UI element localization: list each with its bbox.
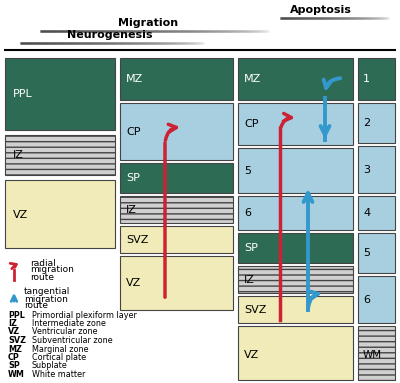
Text: Cortical plate: Cortical plate xyxy=(32,353,86,362)
Text: SP: SP xyxy=(126,173,140,183)
Text: migration: migration xyxy=(30,265,74,275)
Bar xyxy=(238,103,353,145)
Bar xyxy=(358,276,395,323)
Text: SP: SP xyxy=(8,362,20,370)
Text: Migration: Migration xyxy=(118,18,178,28)
Bar xyxy=(238,58,353,100)
Text: VZ: VZ xyxy=(244,350,259,360)
Text: 2: 2 xyxy=(363,118,370,128)
Bar xyxy=(120,256,233,310)
Text: Apoptosis: Apoptosis xyxy=(290,5,352,15)
Text: IZ: IZ xyxy=(13,150,24,160)
Text: CP: CP xyxy=(244,119,258,129)
Text: route: route xyxy=(30,272,54,282)
Text: SVZ: SVZ xyxy=(244,305,266,315)
Text: SP: SP xyxy=(244,243,258,253)
Bar xyxy=(120,196,233,223)
Text: PPL: PPL xyxy=(8,311,25,319)
Text: Primordial plexiform layer: Primordial plexiform layer xyxy=(32,311,137,319)
Text: IZ: IZ xyxy=(244,275,255,285)
Text: 6: 6 xyxy=(244,208,251,218)
Text: IZ: IZ xyxy=(8,319,17,328)
Bar xyxy=(358,233,395,273)
Text: 5: 5 xyxy=(244,166,251,176)
Text: 1: 1 xyxy=(363,74,370,84)
Text: SVZ: SVZ xyxy=(126,235,148,245)
Bar xyxy=(5,180,115,248)
Bar xyxy=(358,103,395,143)
Text: route: route xyxy=(24,301,48,311)
Text: PPL: PPL xyxy=(13,89,33,99)
Bar xyxy=(5,135,115,175)
Bar xyxy=(238,296,353,323)
Text: 6: 6 xyxy=(363,295,370,305)
Bar xyxy=(120,58,233,100)
Bar xyxy=(120,163,233,193)
Text: WM: WM xyxy=(363,350,382,360)
Text: Subventricular zone: Subventricular zone xyxy=(32,336,113,345)
Bar xyxy=(120,226,233,253)
Text: 4: 4 xyxy=(363,208,370,218)
Text: 3: 3 xyxy=(363,165,370,175)
Bar xyxy=(120,103,233,160)
Bar xyxy=(358,196,395,230)
Text: MZ: MZ xyxy=(244,74,261,84)
Text: Subplate: Subplate xyxy=(32,362,68,370)
Text: IZ: IZ xyxy=(126,205,137,215)
Text: 5: 5 xyxy=(363,248,370,258)
Bar xyxy=(358,58,395,100)
Text: MZ: MZ xyxy=(8,344,22,354)
Text: White matter: White matter xyxy=(32,370,85,379)
Text: Neurogenesis: Neurogenesis xyxy=(67,30,153,40)
Bar xyxy=(5,58,115,130)
Text: Ventricular zone: Ventricular zone xyxy=(32,327,98,337)
Bar xyxy=(238,326,353,380)
Text: VZ: VZ xyxy=(8,327,20,337)
Text: CP: CP xyxy=(126,127,140,137)
Text: radial: radial xyxy=(30,259,56,267)
Text: VZ: VZ xyxy=(13,210,28,220)
Bar xyxy=(358,326,395,380)
Text: VZ: VZ xyxy=(126,278,141,288)
Bar xyxy=(238,266,353,293)
Text: Marginal zone: Marginal zone xyxy=(32,344,88,354)
Text: MZ: MZ xyxy=(126,74,143,84)
Text: tangential: tangential xyxy=(24,288,70,296)
Bar xyxy=(238,148,353,193)
Bar xyxy=(358,146,395,193)
Text: WM: WM xyxy=(8,370,25,379)
Bar xyxy=(238,233,353,263)
Bar xyxy=(238,196,353,230)
Text: CP: CP xyxy=(8,353,20,362)
Text: Intermediate zone: Intermediate zone xyxy=(32,319,106,328)
Text: SVZ: SVZ xyxy=(8,336,26,345)
Text: migration: migration xyxy=(24,295,68,303)
